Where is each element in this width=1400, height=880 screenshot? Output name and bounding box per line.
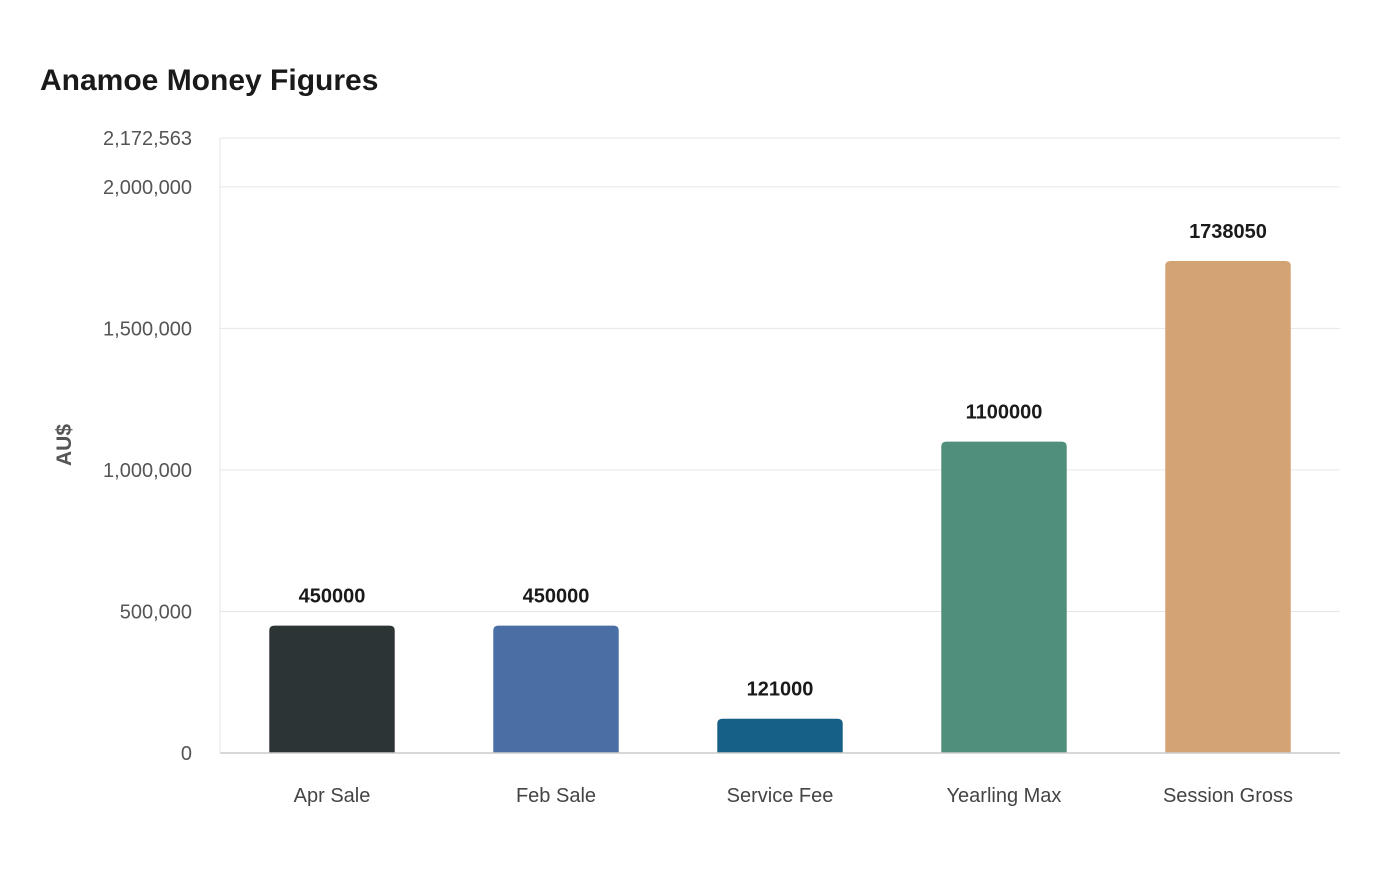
data-label: 121000 (747, 679, 814, 701)
y-tick-label: 0 (181, 743, 192, 765)
y-axis-label: AU$ (53, 424, 76, 466)
x-tick-label: Yearling Max (947, 785, 1062, 807)
data-label: 1738050 (1189, 221, 1267, 243)
x-tick-label: Feb Sale (516, 785, 596, 807)
bars (269, 261, 1291, 753)
y-tick-label: 1,000,000 (103, 460, 192, 482)
chart-title: Anamoe Money Figures (40, 64, 378, 97)
y-tick-label: 2,000,000 (103, 177, 192, 199)
data-label: 450000 (523, 586, 590, 608)
data-labels: 450000 450000 121000 1100000 1738050 (299, 221, 1267, 701)
bar (717, 718, 843, 753)
bar (941, 441, 1067, 753)
bar (269, 625, 395, 753)
grid-lines (220, 137, 1340, 612)
y-axis-ticks: 0 500,000 1,000,000 1,500,000 2,000,000 2,172… (103, 128, 192, 765)
y-tick-label: 2,172,563 (103, 128, 192, 150)
data-label: 1100000 (966, 402, 1043, 424)
data-label: 450000 (299, 586, 366, 608)
x-tick-label: Apr Sale (294, 785, 371, 807)
bar (493, 625, 619, 753)
y-tick-label: 1,500,000 (103, 318, 192, 340)
y-tick-label: 500,000 (120, 601, 192, 623)
bar (1165, 261, 1291, 753)
x-tick-label: Service Fee (727, 785, 834, 807)
x-axis-ticks: Apr Sale Feb Sale Service Fee Yearling Max S… (294, 785, 1293, 807)
x-tick-label: Session Gross (1163, 785, 1293, 807)
